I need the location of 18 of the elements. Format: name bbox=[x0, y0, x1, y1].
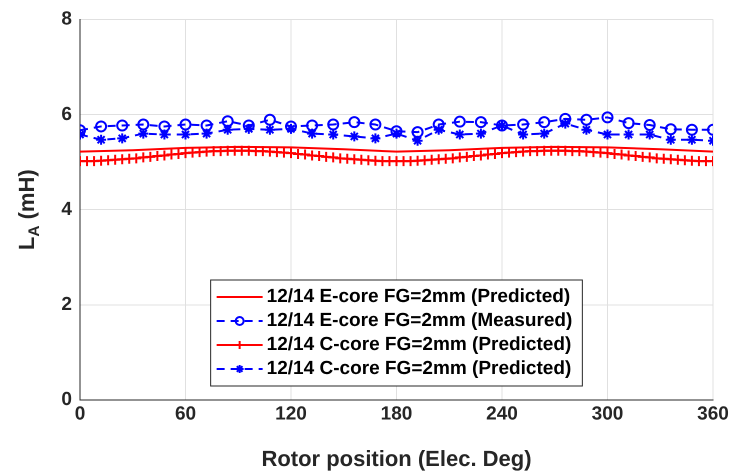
legend-label: 12/14 C-core FG=2mm (Predicted) bbox=[266, 334, 572, 356]
x-tick-label: 300 bbox=[592, 404, 624, 425]
x-tick-label: 120 bbox=[275, 404, 307, 425]
y-tick-label: 0 bbox=[61, 389, 72, 410]
y-tick-label: 4 bbox=[61, 198, 72, 220]
x-axis-title: Rotor position (Elec. Deg) bbox=[261, 446, 532, 472]
y-tick-label: 2 bbox=[61, 294, 72, 316]
legend-label: 12/14 E-core FG=2mm (Measured) bbox=[266, 310, 572, 332]
y-axis-title: LA (mH) bbox=[14, 169, 43, 250]
y-tick-label: 8 bbox=[61, 8, 72, 30]
x-tick-label: 0 bbox=[74, 404, 86, 425]
legend-label: 12/14 C-core FG=2mm (Predicted) bbox=[266, 358, 572, 380]
x-tick-label: 240 bbox=[486, 404, 518, 425]
x-tick-label: 60 bbox=[174, 404, 196, 425]
x-tick-label: 180 bbox=[380, 404, 412, 425]
x-tick-label: 360 bbox=[697, 404, 729, 425]
y-tick-label: 6 bbox=[61, 104, 72, 125]
legend-label: 12/14 E-core FG=2mm (Predicted) bbox=[266, 286, 570, 308]
